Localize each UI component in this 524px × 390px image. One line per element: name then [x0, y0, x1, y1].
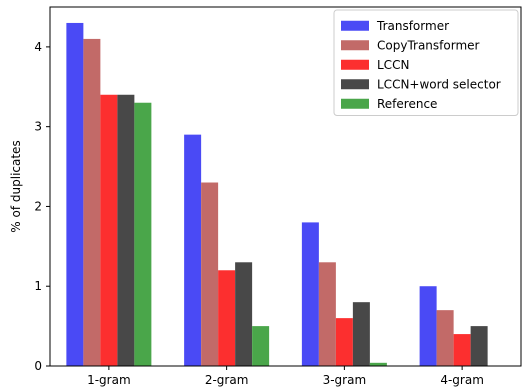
- y-tick-label: 0: [34, 359, 42, 373]
- bar-transformer-4-gram: [419, 286, 437, 366]
- legend-label: Transformer: [376, 19, 449, 33]
- legend-label: CopyTransformer: [377, 38, 480, 52]
- bar-lccn-2-gram: [218, 270, 236, 366]
- bar-reference-3-gram: [369, 362, 387, 366]
- legend-label: LCCN+word selector: [377, 77, 501, 91]
- bar-reference-1-gram: [134, 102, 152, 366]
- x-tick-label: 2-gram: [205, 373, 249, 387]
- y-tick-label: 3: [34, 120, 42, 134]
- legend-box: [333, 9, 519, 116]
- bar-lccn-1-gram: [100, 94, 118, 366]
- bar-reference-2-gram: [252, 326, 270, 366]
- x-tick-label: 3-gram: [323, 373, 367, 387]
- bar-lccn-word-selector-1-gram: [117, 94, 135, 366]
- bar-transformer-1-gram: [66, 22, 84, 366]
- legend-swatch: [341, 40, 369, 51]
- x-tick-label: 1-gram: [87, 373, 131, 387]
- plot-frame: [49, 6, 522, 367]
- bar-copytransformer-2-gram: [201, 182, 219, 366]
- axes-group: 1-gram 2-gram 3-gram 4-gram 0 1 2 3 4: [34, 6, 522, 387]
- legend: Transformer CopyTransformer LCCN LCCN+word …: [333, 9, 519, 116]
- legend-swatch: [341, 98, 369, 109]
- legend-label: LCCN: [377, 58, 409, 72]
- bar-lccn-word-selector-4-gram: [470, 326, 488, 366]
- bar-lccn-3-gram: [335, 318, 353, 366]
- y-tick-label: 2: [34, 199, 42, 213]
- bar-copytransformer-4-gram: [436, 310, 454, 366]
- bar-transformer-3-gram: [301, 222, 319, 366]
- legend-label: Reference: [377, 97, 437, 111]
- legend-swatch: [341, 20, 369, 31]
- bar-copytransformer-3-gram: [318, 262, 336, 366]
- y-tick-label: 1: [34, 279, 42, 293]
- bar-lccn-4-gram: [453, 334, 471, 366]
- legend-swatch: [341, 79, 369, 90]
- y-axis-label: % of duplicates: [9, 140, 23, 232]
- bar-copytransformer-1-gram: [83, 38, 101, 367]
- y-tick-label: 4: [34, 40, 42, 54]
- bars-group: [66, 22, 488, 367]
- x-tick-label: 4-gram: [440, 373, 484, 387]
- bar-lccn-word-selector-2-gram: [235, 262, 253, 366]
- legend-swatch: [341, 59, 369, 70]
- bar-lccn-word-selector-3-gram: [352, 302, 370, 366]
- bar-transformer-2-gram: [184, 134, 202, 366]
